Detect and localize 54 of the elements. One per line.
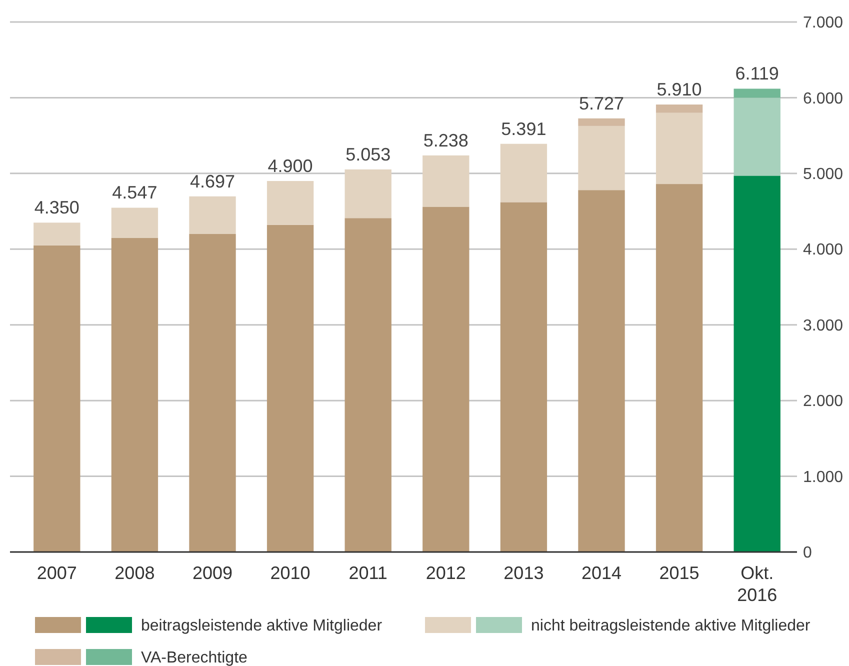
- bar: [656, 112, 703, 184]
- total-label: 5.910: [656, 80, 702, 100]
- total-label: 5.727: [578, 93, 624, 114]
- bar: [656, 184, 703, 552]
- y-tick-label: 5.000: [803, 166, 844, 184]
- x-tick-label: 2014: [581, 563, 622, 583]
- x-tick-label: 2009: [192, 563, 233, 583]
- bar: [111, 238, 158, 552]
- y-tick-label: 2.000: [803, 393, 844, 410]
- x-tick-label: 2015: [659, 563, 700, 583]
- bar: [578, 126, 625, 190]
- bar: [734, 98, 780, 176]
- x-tick-label: 2013: [504, 563, 544, 583]
- total-label: 4.350: [34, 198, 80, 218]
- x-tick-label: 2007: [36, 563, 77, 583]
- bar: [734, 88, 780, 98]
- bar: [189, 196, 236, 234]
- total-label: 6.119: [735, 64, 779, 84]
- bar: [111, 208, 158, 238]
- bar: [500, 144, 548, 202]
- y-tick-label: 4.000: [803, 242, 844, 259]
- bar: [266, 224, 314, 552]
- bar: [189, 234, 236, 552]
- y-tick-label: 3.000: [803, 317, 844, 334]
- bar: [344, 218, 392, 552]
- bar: [656, 104, 703, 113]
- bar: [422, 206, 470, 552]
- total-label: 4.547: [112, 182, 158, 203]
- bar: [34, 222, 80, 246]
- legend-label: beitragsleistende aktive Mitglieder: [141, 618, 383, 635]
- y-tick-label: 1.000: [803, 468, 844, 486]
- x-tick-label: 2011: [348, 563, 388, 583]
- total-label: 4.900: [268, 156, 313, 176]
- y-tick-label: 6.000: [803, 90, 844, 108]
- total-label: 4.697: [190, 171, 236, 192]
- bar: [34, 245, 80, 552]
- total-label: 5.053: [346, 144, 391, 164]
- x-tick-label: 2008: [114, 563, 155, 583]
- x-tick-label: Okt. 2016: [737, 563, 778, 605]
- x-tick-label: 2012: [426, 563, 466, 583]
- total-label: 5.238: [423, 130, 468, 150]
- legend-label: nicht beitragsleistende aktive Mitglieder: [531, 618, 811, 635]
- legend-label: VA-Berechtigte: [141, 650, 248, 666]
- y-tick-label: 0: [803, 544, 812, 562]
- bar: [578, 190, 625, 552]
- bar: [422, 155, 470, 207]
- bar: [344, 169, 392, 218]
- total-label: 5.391: [501, 118, 546, 139]
- bar: [266, 181, 314, 225]
- x-tick-label: 2010: [270, 563, 310, 583]
- bar: [734, 176, 780, 552]
- bar: [578, 118, 625, 126]
- bar: [500, 202, 548, 552]
- y-tick-label: 7.000: [803, 14, 844, 32]
